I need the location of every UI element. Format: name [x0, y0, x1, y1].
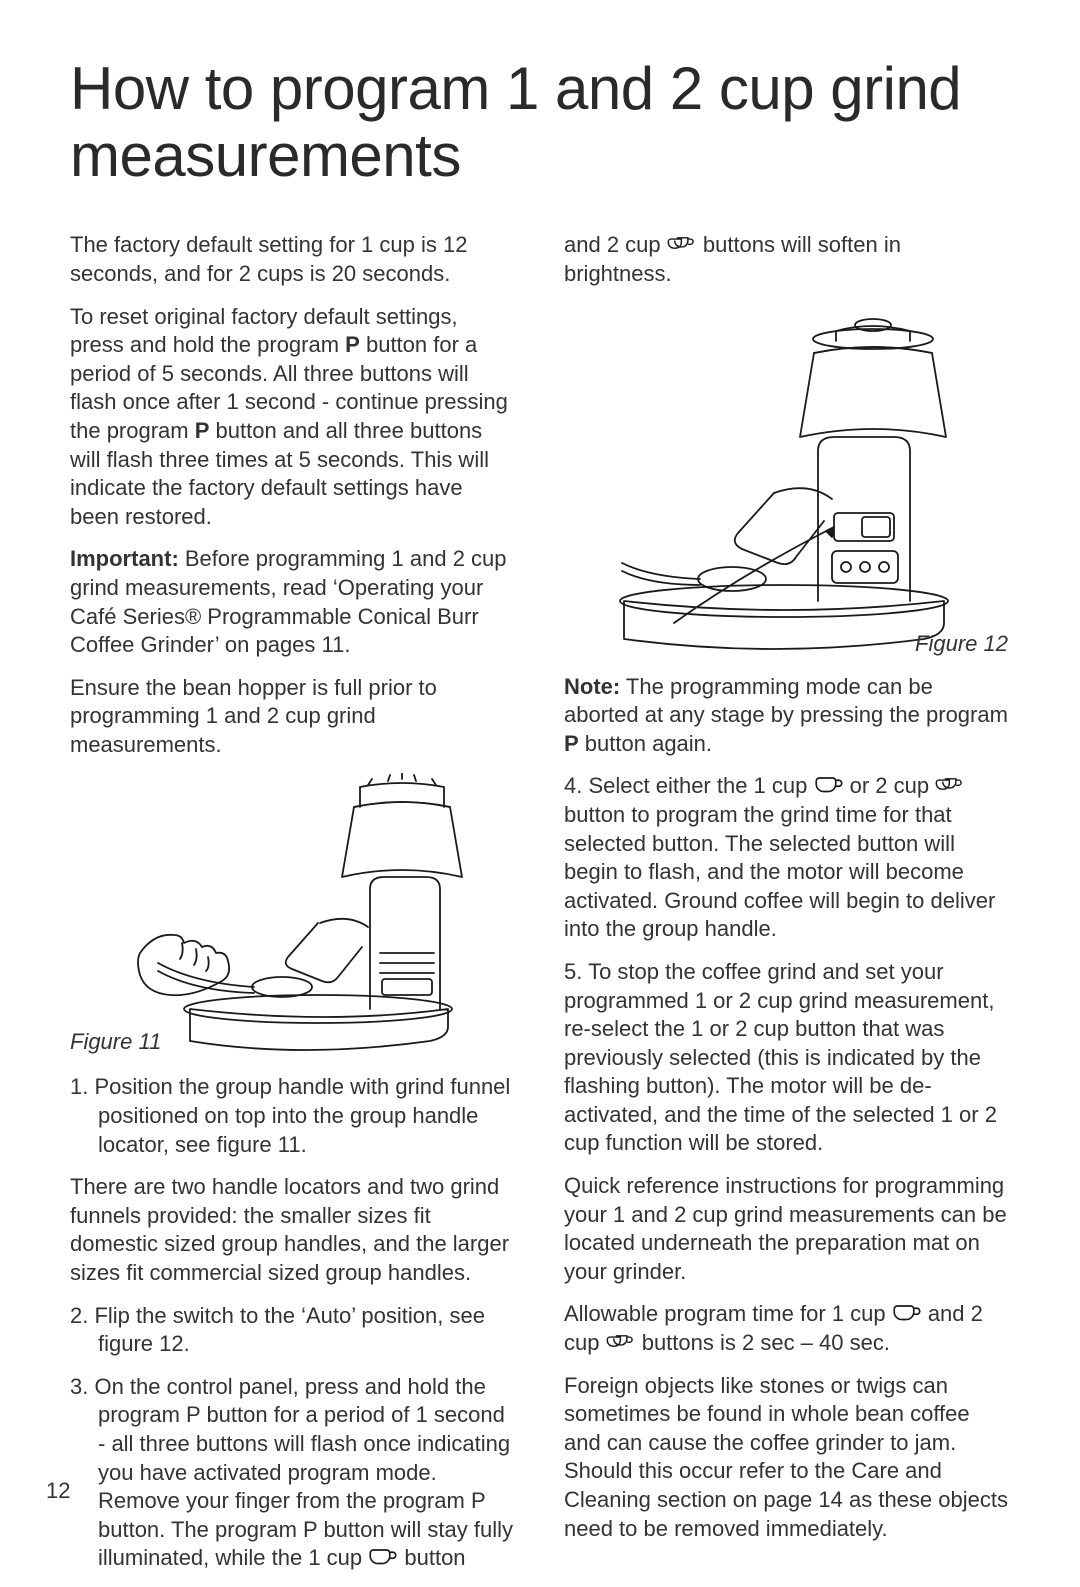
text-run: button. The program: [98, 1517, 303, 1542]
text-run: button: [398, 1545, 465, 1570]
grinder-with-hand-illustration: [70, 773, 510, 1063]
step-3: 3. On the control panel, press and hold …: [70, 1373, 516, 1573]
note-text: Note: The programming mode can be aborte…: [564, 673, 1010, 759]
important-label: Important:: [70, 546, 179, 571]
p-button-label: P: [303, 1517, 317, 1542]
text-run: or 2 cup: [844, 773, 936, 798]
text-run: and 2 cup: [564, 232, 667, 257]
body-text: and 2 cup buttons will soften in brightn…: [564, 231, 1010, 288]
body-text: The factory default setting for 1 cup is…: [70, 231, 516, 288]
left-column: The factory default setting for 1 cup is…: [70, 231, 516, 1587]
body-text: To reset original factory default settin…: [70, 303, 516, 532]
two-column-layout: The factory default setting for 1 cup is…: [70, 231, 1010, 1587]
two-cup-icon: [935, 773, 965, 795]
page-title: How to program 1 and 2 cup grind measure…: [70, 55, 1010, 189]
body-text: Foreign objects like stones or twigs can…: [564, 1372, 1010, 1544]
text-run: 4. Select either the 1 cup: [564, 773, 814, 798]
figure-12: Figure 12: [564, 303, 1010, 663]
one-cup-icon: [814, 773, 844, 795]
two-cup-icon: [606, 1330, 636, 1352]
text-run: Allowable program time for 1 cup: [564, 1301, 892, 1326]
text-run: buttons is 2 sec – 40 sec.: [636, 1330, 890, 1355]
p-button-label: P: [195, 418, 210, 443]
important-note: Important: Before programming 1 and 2 cu…: [70, 545, 516, 659]
right-column: and 2 cup buttons will soften in brightn…: [564, 231, 1010, 1587]
step-5: 5. To stop the coffee grind and set your…: [564, 958, 1010, 1158]
body-text: Quick reference instructions for program…: [564, 1172, 1010, 1286]
body-text: Allowable program time for 1 cup and 2 c…: [564, 1300, 1010, 1357]
one-cup-icon: [368, 1545, 398, 1567]
text-run: button again.: [579, 731, 712, 756]
p-button-label: P: [471, 1488, 485, 1513]
step-1: 1. Position the group handle with grind …: [70, 1073, 516, 1159]
step-2: 2. Flip the switch to the ‘Auto’ positio…: [70, 1302, 516, 1359]
note-label: Note:: [564, 674, 620, 699]
body-text: There are two handle locators and two gr…: [70, 1173, 516, 1287]
step-4: 4. Select either the 1 cup or 2 cup butt…: [564, 772, 1010, 944]
grinder-auto-switch-illustration: [564, 303, 1004, 663]
manual-page: How to program 1 and 2 cup grind measure…: [0, 0, 1080, 1532]
p-button-label: P: [186, 1402, 200, 1427]
p-button-label: P: [345, 332, 360, 357]
figure-11: Figure 11: [70, 773, 516, 1063]
p-button-label: P: [564, 731, 579, 756]
figure-caption: Figure 11: [70, 1029, 161, 1055]
body-text: Ensure the bean hopper is full prior to …: [70, 674, 516, 760]
text-run: The programming mode can be aborted at a…: [564, 674, 1008, 728]
two-cup-icon: [667, 232, 697, 254]
text-run: button to program the grind time for tha…: [564, 802, 995, 941]
figure-caption: Figure 12: [915, 631, 1008, 657]
one-cup-icon: [892, 1301, 922, 1323]
page-number: 12: [46, 1478, 70, 1504]
